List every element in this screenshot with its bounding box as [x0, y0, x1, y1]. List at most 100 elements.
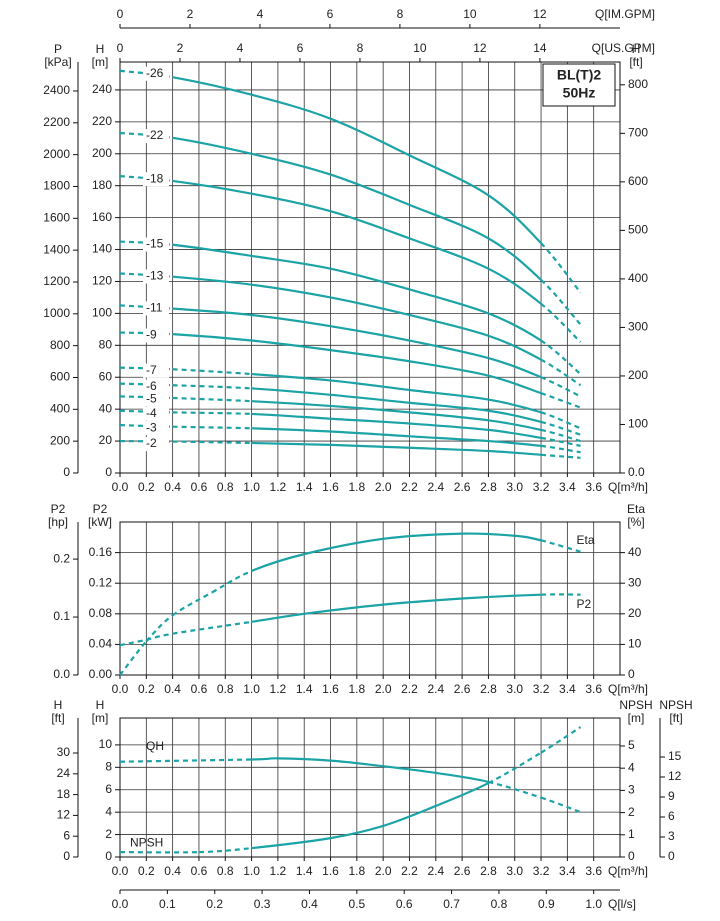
y-tick-label: 0.16 — [89, 545, 113, 559]
top-tick-label: 2 — [177, 41, 184, 55]
series-label: QH — [146, 739, 164, 753]
series-label: Eta — [577, 533, 595, 547]
label-bg — [143, 301, 169, 316]
x-tick-label: 2.8 — [480, 480, 497, 494]
x-tick-label: 3.6 — [585, 682, 602, 696]
x-tick-label: 3.2 — [533, 682, 550, 696]
curve-segment — [487, 267, 542, 305]
top-tick-label: 4 — [257, 7, 264, 21]
curve-segment — [383, 765, 436, 775]
x-tick-label: 3.2 — [533, 864, 550, 878]
top-tick-label: 12 — [533, 7, 547, 21]
curve-segment — [435, 782, 489, 807]
curve-segment — [488, 428, 542, 439]
series-label: -6 — [146, 379, 157, 393]
y-tick-label: 1400 — [43, 242, 70, 256]
curve-segment — [488, 780, 542, 799]
curve-segment — [251, 254, 331, 270]
x-tick-label: 2.6 — [454, 864, 471, 878]
y-tick-label: 500 — [628, 223, 648, 237]
y-axis-title: P2 — [93, 502, 108, 516]
x-tick-label: 0.9 — [538, 897, 555, 911]
curve-segment — [277, 757, 331, 762]
curve-segment — [251, 93, 331, 120]
top-tick-label: 10 — [463, 7, 477, 21]
y-tick-label: 800 — [50, 338, 70, 352]
y-tick-label: 600 — [628, 174, 648, 188]
label-bg — [143, 328, 169, 343]
y-axis-title: Eta — [627, 502, 645, 516]
y-tick-label: 0 — [105, 849, 112, 863]
y-axis-title: [hp] — [48, 515, 68, 529]
y-tick-label: 0.0 — [628, 465, 645, 479]
curve-segment — [540, 339, 582, 375]
y-axis-title: H — [54, 698, 63, 712]
y-axis-title: P2 — [51, 502, 66, 516]
label-bg — [143, 379, 169, 394]
label-bg — [143, 172, 169, 187]
top-tick-label: 14 — [533, 41, 547, 55]
y-axis-title: H — [96, 698, 105, 712]
curve-segment — [172, 425, 252, 430]
y-tick-label: 30 — [57, 745, 71, 759]
y-tick-label: 4 — [105, 804, 112, 818]
y-tick-label: 200 — [628, 368, 648, 382]
curve-segment — [409, 203, 489, 240]
series-label: -11 — [146, 301, 163, 315]
curve-segment — [330, 443, 410, 449]
curve-segment — [172, 136, 252, 155]
top-tick-label: 8 — [357, 41, 364, 55]
y-tick-label: 100 — [628, 417, 648, 431]
top-tick-label: 2 — [187, 7, 194, 21]
curve-segment — [409, 435, 489, 443]
x-tick-label: 2.4 — [427, 864, 444, 878]
curve-segment — [488, 398, 542, 414]
x-tick-label: 1.6 — [322, 682, 339, 696]
series-label: -3 — [146, 420, 157, 434]
curve-segment — [304, 603, 384, 615]
series-label: -26 — [146, 66, 164, 80]
top-tick-label: 6 — [327, 7, 334, 21]
top-axis-title: Q[IM.GPM] — [595, 7, 655, 21]
x-axis-title: Q[m³/h] — [608, 682, 648, 696]
curve-segment — [409, 288, 489, 315]
x-axis-title: Q[l/s] — [608, 897, 636, 911]
y-axis-title: P — [54, 42, 62, 56]
curve-segment — [251, 612, 305, 623]
curve-segment — [540, 420, 581, 436]
curve-segment — [409, 401, 489, 412]
y-tick-label: 2400 — [43, 83, 70, 97]
curve-segment — [330, 379, 410, 392]
y-tick-label: 1 — [628, 827, 635, 841]
curve-segment — [172, 384, 252, 390]
x-tick-label: 1.6 — [322, 864, 339, 878]
series-label: -13 — [146, 269, 164, 283]
y-tick-label: 300 — [628, 320, 648, 334]
x-tick-label: 0.0 — [112, 864, 129, 878]
curve-segment — [540, 726, 582, 754]
x-tick-label: 1.2 — [270, 480, 287, 494]
x-tick-label: 0.1 — [159, 897, 176, 911]
curve-segment — [487, 194, 542, 244]
top-axis-title: Q[US.GPM] — [592, 41, 655, 55]
curve-segment — [172, 307, 252, 317]
curve-segment — [172, 179, 252, 195]
y-tick-label: 80 — [99, 337, 113, 351]
y-axis-title: [ft] — [51, 711, 64, 725]
series-label: -15 — [146, 237, 164, 251]
curve-segment — [409, 339, 489, 360]
y-tick-label: 10 — [628, 637, 642, 651]
curve-segment — [251, 372, 331, 382]
x-tick-label: 0.8 — [217, 864, 234, 878]
y-tick-label: 0.08 — [89, 606, 113, 620]
curve-segment — [488, 312, 542, 342]
curve-segment — [540, 453, 581, 459]
y-tick-label: 20 — [628, 606, 642, 620]
x-tick-label: 2.8 — [480, 864, 497, 878]
label-bg — [143, 237, 169, 252]
x-tick-label: 1.2 — [270, 864, 287, 878]
curve-segment — [383, 597, 463, 606]
label-box-text: BL(T)2 — [557, 67, 602, 83]
y-tick-label: 6 — [105, 782, 112, 796]
